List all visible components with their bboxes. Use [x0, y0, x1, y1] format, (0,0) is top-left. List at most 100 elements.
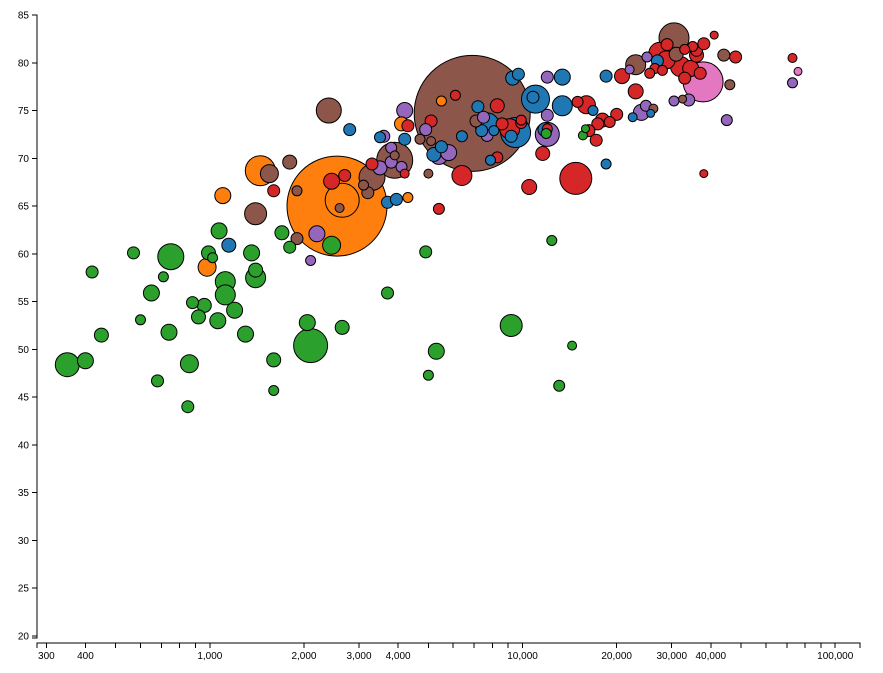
data-point-bubble[interactable] [567, 340, 578, 351]
data-point-bubble[interactable] [423, 168, 434, 179]
data-point-bubble[interactable] [54, 352, 80, 378]
data-point-bubble[interactable] [191, 309, 206, 325]
data-point-bubble[interactable] [432, 202, 445, 215]
data-point-bubble[interactable] [259, 164, 279, 184]
data-point-bubble[interactable] [581, 124, 590, 134]
data-point-bubble[interactable] [699, 169, 709, 179]
data-point-bubble[interactable] [717, 48, 731, 62]
data-point-bubble[interactable] [221, 237, 237, 253]
data-point-bubble[interactable] [495, 117, 509, 131]
data-point-bubble[interactable] [157, 243, 185, 271]
data-point-bubble[interactable] [283, 240, 297, 254]
data-point-bubble[interactable] [248, 262, 264, 278]
data-point-bubble[interactable] [540, 128, 552, 139]
data-point-bubble[interactable] [511, 67, 525, 81]
data-point-bubble[interactable] [151, 374, 164, 388]
data-point-bubble[interactable] [449, 89, 461, 101]
data-point-bubble[interactable] [540, 108, 554, 122]
data-point-bubble[interactable] [627, 112, 638, 123]
data-point-bubble[interactable] [535, 146, 551, 161]
data-point-bubble[interactable] [693, 66, 707, 80]
data-point-bubble[interactable] [787, 77, 798, 89]
data-point-bubble[interactable] [678, 71, 692, 85]
data-point-bubble[interactable] [427, 342, 445, 360]
data-point-bubble[interactable] [396, 102, 414, 119]
data-point-bubble[interactable] [157, 271, 169, 283]
data-point-bubble[interactable] [210, 222, 228, 240]
data-point-bubble[interactable] [266, 352, 282, 368]
data-point-bubble[interactable] [93, 327, 109, 343]
data-point-bubble[interactable] [434, 140, 448, 154]
data-point-bubble[interactable] [489, 98, 505, 114]
data-point-bubble[interactable] [374, 131, 386, 144]
data-point-bubble[interactable] [571, 95, 584, 108]
data-point-bubble[interactable] [600, 158, 612, 170]
data-point-bubble[interactable] [641, 51, 653, 63]
data-point-bubble[interactable] [485, 154, 496, 166]
data-point-bubble[interactable] [127, 246, 140, 260]
data-point-bubble[interactable] [305, 255, 317, 266]
data-point-bubble[interactable] [181, 400, 195, 414]
data-point-bubble[interactable] [551, 95, 573, 117]
data-point-bubble[interactable] [553, 68, 571, 86]
data-point-bubble[interactable] [381, 286, 394, 300]
data-point-bubble[interactable] [656, 64, 668, 76]
data-point-bubble[interactable] [540, 70, 554, 84]
data-point-bubble[interactable] [343, 123, 357, 137]
data-point-bubble[interactable] [422, 369, 434, 381]
data-point-bubble[interactable] [207, 252, 219, 264]
data-point-bubble[interactable] [323, 172, 341, 190]
data-point-bubble[interactable] [135, 314, 146, 326]
data-point-bubble[interactable] [477, 110, 490, 124]
data-point-bubble[interactable] [646, 108, 656, 118]
data-point-bubble[interactable] [365, 157, 379, 171]
data-point-bubble[interactable] [521, 179, 538, 195]
data-point-bubble[interactable] [402, 192, 414, 203]
data-point-bubble[interactable] [237, 325, 254, 343]
data-point-bubble[interactable] [679, 43, 691, 55]
data-point-bubble[interactable] [76, 352, 94, 370]
data-point-bubble[interactable] [610, 107, 624, 121]
data-point-bubble[interactable] [419, 123, 433, 137]
data-point-bubble[interactable] [334, 319, 350, 335]
data-point-bubble[interactable] [160, 323, 178, 341]
data-point-bubble[interactable] [179, 354, 199, 374]
data-point-bubble[interactable] [587, 105, 599, 116]
data-point-bubble[interactable] [678, 94, 688, 104]
data-point-bubble[interactable] [268, 385, 280, 396]
data-point-bubble[interactable] [660, 38, 674, 52]
data-point-bubble[interactable] [559, 161, 593, 195]
data-point-bubble[interactable] [186, 296, 199, 310]
data-point-bubble[interactable] [724, 79, 736, 91]
data-point-bubble[interactable] [298, 314, 316, 332]
data-point-bubble[interactable] [697, 37, 711, 51]
data-point-bubble[interactable] [324, 182, 360, 218]
data-point-bubble[interactable] [426, 136, 437, 147]
data-point-bubble[interactable] [293, 328, 329, 364]
data-point-bubble[interactable] [267, 184, 281, 198]
data-point-bubble[interactable] [668, 95, 680, 107]
data-point-bubble[interactable] [787, 53, 798, 63]
data-point-bubble[interactable] [504, 129, 518, 143]
data-point-bubble[interactable] [589, 133, 603, 147]
data-point-bubble[interactable] [214, 284, 236, 306]
data-point-bubble[interactable] [451, 165, 473, 186]
data-point-bubble[interactable] [644, 67, 656, 79]
data-point-bubble[interactable] [308, 225, 326, 243]
data-point-bubble[interactable] [282, 154, 298, 170]
data-point-bubble[interactable] [546, 235, 558, 246]
data-point-bubble[interactable] [389, 192, 403, 206]
data-point-bubble[interactable] [488, 125, 500, 137]
data-point-bubble[interactable] [209, 312, 227, 330]
data-point-bubble[interactable] [315, 97, 342, 124]
data-point-bubble[interactable] [720, 114, 733, 127]
data-point-bubble[interactable] [291, 185, 303, 197]
data-point-bubble[interactable] [389, 150, 400, 161]
data-point-bubble[interactable] [338, 169, 352, 182]
data-point-bubble[interactable] [290, 232, 304, 246]
data-point-bubble[interactable] [358, 179, 369, 191]
data-point-bubble[interactable] [142, 284, 160, 302]
data-point-bubble[interactable] [214, 187, 232, 205]
data-point-bubble[interactable] [471, 100, 485, 114]
data-point-bubble[interactable] [243, 244, 261, 262]
